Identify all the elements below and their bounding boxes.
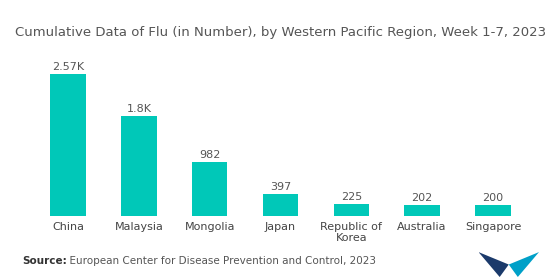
Text: 202: 202 <box>411 193 433 203</box>
Text: 225: 225 <box>340 192 362 202</box>
Polygon shape <box>478 252 509 277</box>
Bar <box>475 205 510 216</box>
Text: 397: 397 <box>270 182 291 192</box>
Bar <box>192 162 227 216</box>
Text: 2.57K: 2.57K <box>52 62 84 72</box>
Text: European Center for Disease Prevention and Control, 2023: European Center for Disease Prevention a… <box>63 256 376 266</box>
Text: 982: 982 <box>199 150 221 160</box>
Title: Cumulative Data of Flu (in Number), by Western Pacific Region, Week 1-7, 2023: Cumulative Data of Flu (in Number), by W… <box>15 26 546 39</box>
Text: 1.8K: 1.8K <box>126 104 151 114</box>
Bar <box>334 204 369 216</box>
Bar <box>404 205 440 216</box>
Polygon shape <box>509 252 539 277</box>
Bar <box>51 74 86 216</box>
Text: 200: 200 <box>482 193 504 203</box>
Bar <box>121 116 157 216</box>
Bar <box>263 194 298 216</box>
Text: Source:: Source: <box>22 256 67 266</box>
